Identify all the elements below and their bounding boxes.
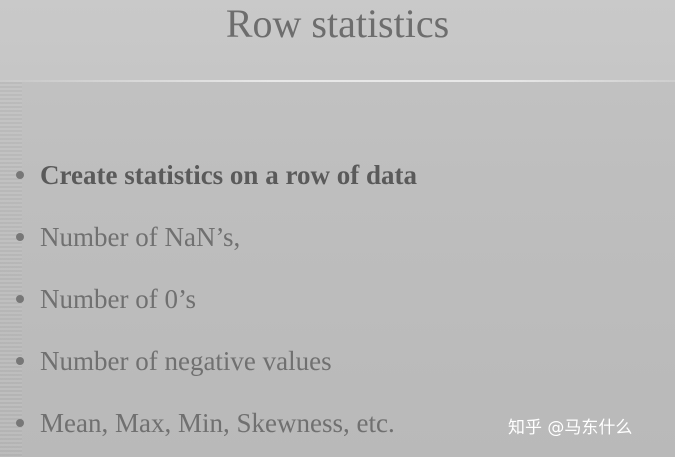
bullet-dot-icon: [16, 295, 24, 303]
slide-title: Row statistics: [225, 1, 450, 46]
bullet-text: Number of negative values: [40, 346, 332, 376]
bullet-item: Number of negative values: [0, 338, 660, 378]
bullet-dot-icon: [16, 357, 24, 365]
title-divider: [0, 80, 675, 82]
bullet-dot-icon: [16, 419, 24, 427]
bullet-item: Number of NaN’s,: [0, 214, 660, 254]
bullet-dot-icon: [16, 233, 24, 241]
bullet-item: Mean, Max, Min, Skewness, etc.: [0, 400, 660, 440]
watermark: 知乎 @马东什么: [508, 418, 633, 438]
bullet-item: Create statistics on a row of data: [0, 152, 660, 192]
bullet-item: Number of 0’s: [0, 276, 660, 316]
bullet-dot-icon: [16, 171, 24, 179]
title-band: [0, 0, 675, 80]
bullet-text: Mean, Max, Min, Skewness, etc.: [40, 408, 395, 438]
bullet-text: Create statistics on a row of data: [40, 160, 417, 190]
bullet-text: Number of NaN’s,: [40, 222, 241, 252]
bullet-text: Number of 0’s: [40, 284, 196, 314]
